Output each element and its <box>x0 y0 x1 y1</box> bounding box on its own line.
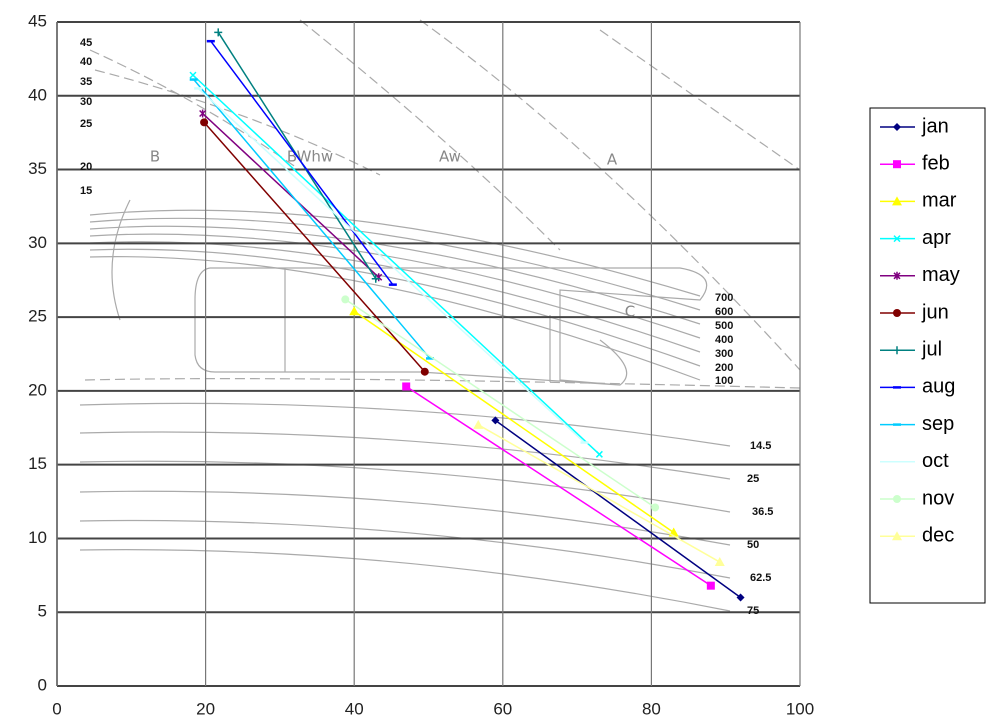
y-tick-label: 40 <box>28 85 47 104</box>
y-tick-label: 0 <box>38 675 47 694</box>
marker <box>893 160 901 169</box>
y-tick-label: 5 <box>38 602 47 621</box>
series-line <box>192 74 600 455</box>
legend-label: jun <box>921 301 949 323</box>
marker <box>893 495 901 503</box>
contour-label: 200 <box>715 362 733 374</box>
y-tick-label: 15 <box>28 454 47 473</box>
contour-label: 600 <box>715 306 733 318</box>
y-tick-label: 30 <box>28 233 47 252</box>
plot: 0 5 10 15 20 25 30 35 40 45 0 20 40 60 80 100 45 40 35 30 25… <box>28 11 814 718</box>
series-line <box>193 79 431 359</box>
marker <box>892 531 902 541</box>
marker <box>491 416 500 425</box>
series-line <box>202 112 380 278</box>
marker <box>349 306 360 316</box>
contour-label: 300 <box>715 348 733 360</box>
x-tick-label: 0 <box>52 699 61 718</box>
x-tick-label: 40 <box>345 699 364 718</box>
legend-label: mar <box>922 190 957 212</box>
contour-label: 400 <box>715 334 733 346</box>
series-line <box>405 385 712 587</box>
marker <box>375 273 383 282</box>
series-line <box>477 424 721 563</box>
x-tick-label: 100 <box>786 699 814 718</box>
contour-label: 35 <box>80 76 92 88</box>
marker <box>893 271 901 280</box>
marker <box>199 109 207 118</box>
y-tick-label: 20 <box>28 380 47 399</box>
contour-label: 700 <box>715 292 733 304</box>
region-label: B <box>150 148 160 166</box>
marker <box>736 593 745 602</box>
contour-label: 500 <box>715 320 733 332</box>
contour-label: 40 <box>80 56 92 68</box>
legend-label: aug <box>922 376 955 398</box>
region-label: A <box>607 151 618 169</box>
series-line <box>203 121 426 373</box>
contour-label: 62.5 <box>750 572 771 584</box>
marker <box>893 235 901 243</box>
legend-label: apr <box>922 227 951 249</box>
marker <box>341 295 350 304</box>
marker <box>595 450 603 458</box>
y-tick-label: 45 <box>28 11 47 30</box>
y-tick-label: 35 <box>28 159 47 178</box>
series-line <box>494 419 741 599</box>
legend-label: may <box>922 264 960 286</box>
x-tick-label: 20 <box>196 699 215 718</box>
marker <box>893 346 901 355</box>
legend: jan feb mar apr may jun jul aug sep oct nov dec <box>880 115 960 546</box>
marker <box>214 28 223 37</box>
region-label: BWhw <box>287 148 333 166</box>
legend-label: jul <box>921 338 942 360</box>
marker <box>893 309 901 317</box>
contour-label: 45 <box>80 37 92 49</box>
legend-label: jan <box>921 115 949 137</box>
contour-label: 100 <box>715 375 733 387</box>
contour-label: 30 <box>80 96 92 108</box>
region-label: Aw <box>439 148 461 166</box>
marker <box>189 71 197 79</box>
x-tick-label: 80 <box>642 699 661 718</box>
marker <box>473 419 484 429</box>
contour-label: 15 <box>80 185 92 197</box>
legend-label: oct <box>922 450 949 472</box>
marker <box>371 274 380 283</box>
contour-label: 25 <box>80 118 92 130</box>
y-tick-label: 10 <box>28 528 47 547</box>
contour-label: 36.5 <box>752 506 773 518</box>
marker <box>420 367 429 376</box>
legend-label: dec <box>922 524 954 546</box>
marker <box>402 382 411 391</box>
legend-label: feb <box>922 152 950 174</box>
legend-box <box>869 107 986 604</box>
marker <box>892 196 902 206</box>
series-line <box>344 298 656 509</box>
series-line <box>353 310 675 534</box>
contour-label: 14.5 <box>750 440 771 452</box>
marker <box>714 557 725 567</box>
region-label: C <box>625 303 635 321</box>
series-line <box>197 87 586 444</box>
contour-label: 50 <box>747 539 759 551</box>
series-line <box>210 40 394 286</box>
marker <box>893 123 901 131</box>
contour-label: 20 <box>80 161 92 173</box>
x-tick-label: 60 <box>493 699 512 718</box>
legend-label: sep <box>922 413 954 435</box>
contour-label: 25 <box>747 473 759 485</box>
marker <box>706 581 715 590</box>
legend-label: nov <box>922 487 954 509</box>
contour-label: 75 <box>747 605 759 617</box>
background-sketch <box>79 19 801 612</box>
marker <box>651 503 660 512</box>
y-tick-label: 25 <box>28 307 47 326</box>
marker <box>200 118 209 127</box>
